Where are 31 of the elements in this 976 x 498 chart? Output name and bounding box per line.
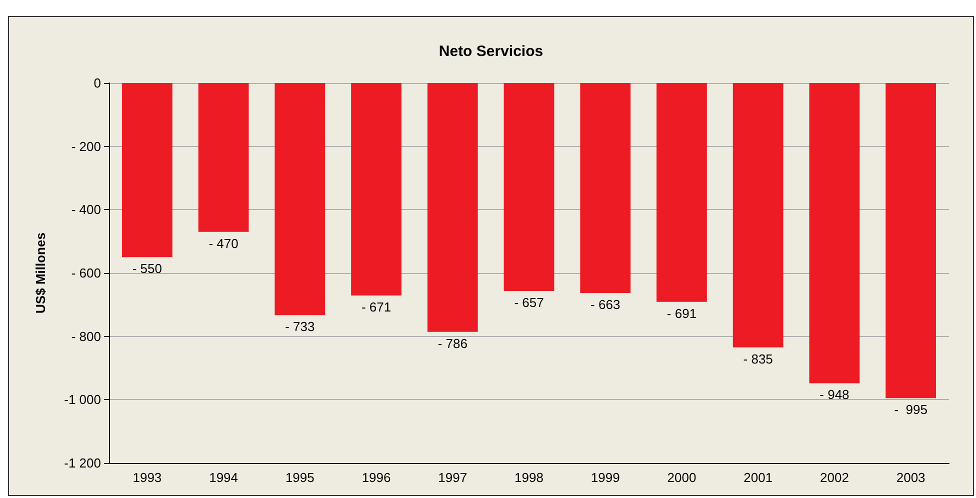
x-tick-label: 1995 xyxy=(285,470,314,485)
data-label: - 671 xyxy=(361,299,392,314)
data-label: - 663 xyxy=(590,296,620,312)
x-tick-label: 1993 xyxy=(132,470,162,485)
data-label: - 470 xyxy=(208,236,238,251)
y-tick-label: - 800 xyxy=(71,328,101,344)
data-label: - 691 xyxy=(666,306,697,321)
data-label: - 835 xyxy=(743,351,773,366)
x-tick-label: 1994 xyxy=(209,470,238,485)
x-tick-label: 1999 xyxy=(590,470,620,485)
data-label: - 657 xyxy=(514,295,544,310)
y-tick-label: - 400 xyxy=(71,202,101,218)
y-tick-label: 0 xyxy=(94,76,101,90)
data-label: - 550 xyxy=(132,261,162,276)
x-tick-label: 2003 xyxy=(896,470,926,485)
data-label: - 786 xyxy=(438,336,468,351)
data-label: - 733 xyxy=(285,319,315,334)
y-axis-title: US$ Millones xyxy=(33,232,48,314)
x-tick-label: 2002 xyxy=(820,470,849,485)
x-tick-label: 1996 xyxy=(362,470,391,485)
data-label: - 995 xyxy=(894,402,928,418)
y-tick-label: - 200 xyxy=(71,138,101,154)
x-tick-label: 2001 xyxy=(744,470,773,485)
y-tick-label: - 600 xyxy=(71,266,101,280)
x-tick-label: 1997 xyxy=(438,470,468,485)
y-tick-label: -1 000 xyxy=(64,392,101,408)
chart-title: Neto Servicios xyxy=(438,43,544,60)
x-tick-label: 1998 xyxy=(514,470,544,485)
x-tick-label: 2000 xyxy=(667,470,696,485)
data-label: - 948 xyxy=(820,387,850,402)
y-tick-label: -1 200 xyxy=(64,456,101,470)
